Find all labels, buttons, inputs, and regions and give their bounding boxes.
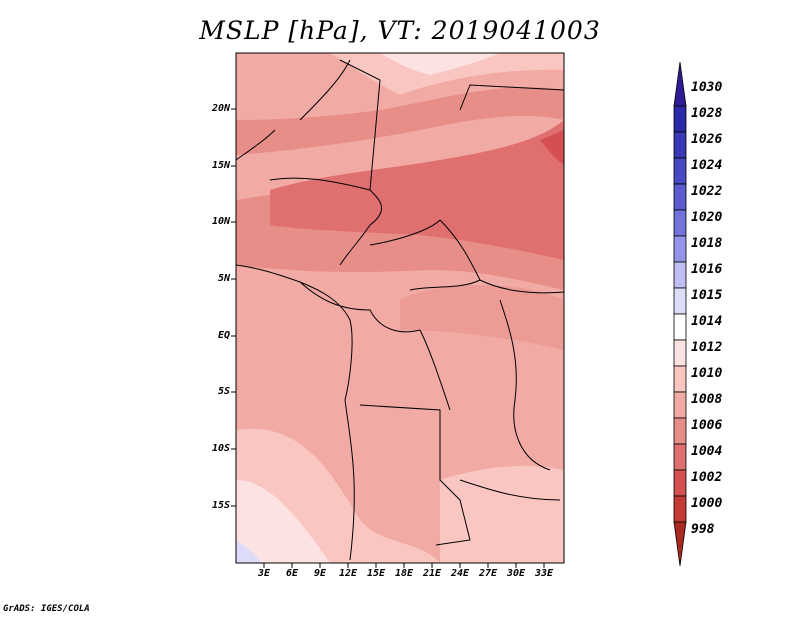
lat-label-10n: 10N	[211, 216, 230, 227]
lon-label-6e: 6E	[285, 568, 299, 579]
lon-label-24e: 24E	[450, 568, 470, 579]
lat-label-5n: 5N	[217, 273, 230, 284]
colorbar-swatch-1030	[673, 61, 687, 107]
colorbar-label-1024: 1024	[691, 158, 723, 173]
lon-label-27e: 27E	[478, 568, 498, 579]
lat-label-eq: EQ	[217, 330, 230, 341]
colorbar-label-998: 998	[691, 522, 715, 537]
colorbar-label-1010: 1010	[691, 366, 723, 381]
colorbar-swatch-1010	[673, 365, 687, 393]
colorbar-swatch-1024	[673, 157, 687, 185]
lon-label-30e: 30E	[506, 568, 526, 579]
colorbar	[673, 61, 687, 567]
colorbar-label-1008: 1008	[691, 392, 723, 407]
colorbar-swatch-1020	[673, 209, 687, 237]
colorbar-label-1004: 1004	[691, 444, 723, 459]
credit-text: GrADS: IGES/COLA	[3, 604, 90, 614]
colorbar-label-1006: 1006	[691, 418, 723, 433]
colorbar-label-1016: 1016	[691, 262, 723, 277]
lon-label-33e: 33E	[534, 568, 554, 579]
colorbar-label-1030: 1030	[691, 80, 723, 95]
colorbar-label-1022: 1022	[691, 184, 723, 199]
colorbar-swatch-1018	[673, 235, 687, 263]
colorbar-swatch-1016	[673, 261, 687, 289]
colorbar-swatch-998	[673, 521, 687, 567]
colorbar-swatch-1014	[673, 313, 687, 341]
lon-label-21e: 21E	[422, 568, 442, 579]
lon-label-18e: 18E	[394, 568, 414, 579]
colorbar-label-1014: 1014	[691, 314, 723, 329]
colorbar-swatch-1002	[673, 469, 687, 497]
colorbar-swatch-1012	[673, 339, 687, 367]
colorbar-label-1012: 1012	[691, 340, 723, 355]
colorbar-label-1028: 1028	[691, 106, 723, 121]
colorbar-swatch-1004	[673, 443, 687, 471]
colorbar-swatch-1026	[673, 131, 687, 159]
lat-label-10s: 10S	[211, 443, 230, 454]
chart-title: MSLP [hPa], VT: 2019041003	[199, 16, 601, 45]
colorbar-label-1002: 1002	[691, 470, 723, 485]
lon-label-12e: 12E	[338, 568, 358, 579]
colorbar-swatch-1000	[673, 495, 687, 523]
lon-label-15e: 15E	[366, 568, 386, 579]
pressure-field	[236, 53, 564, 563]
map-frame	[235, 52, 565, 564]
colorbar-swatch-1015	[673, 287, 687, 315]
lon-label-9e: 9E	[313, 568, 327, 579]
colorbar-label-1018: 1018	[691, 236, 723, 251]
lon-label-3e: 3E	[257, 568, 271, 579]
colorbar-swatch-1028	[673, 105, 687, 133]
lat-label-20n: 20N	[211, 103, 230, 114]
colorbar-swatch-1008	[673, 391, 687, 419]
lat-label-15s: 15S	[211, 500, 230, 511]
colorbar-swatch-1022	[673, 183, 687, 211]
lat-label-15n: 15N	[211, 160, 230, 171]
colorbar-label-1000: 1000	[691, 496, 723, 511]
colorbar-swatch-1006	[673, 417, 687, 445]
colorbar-label-1026: 1026	[691, 132, 723, 147]
colorbar-label-1020: 1020	[691, 210, 723, 225]
colorbar-label-1015: 1015	[691, 288, 723, 303]
lat-label-5s: 5S	[217, 386, 230, 397]
